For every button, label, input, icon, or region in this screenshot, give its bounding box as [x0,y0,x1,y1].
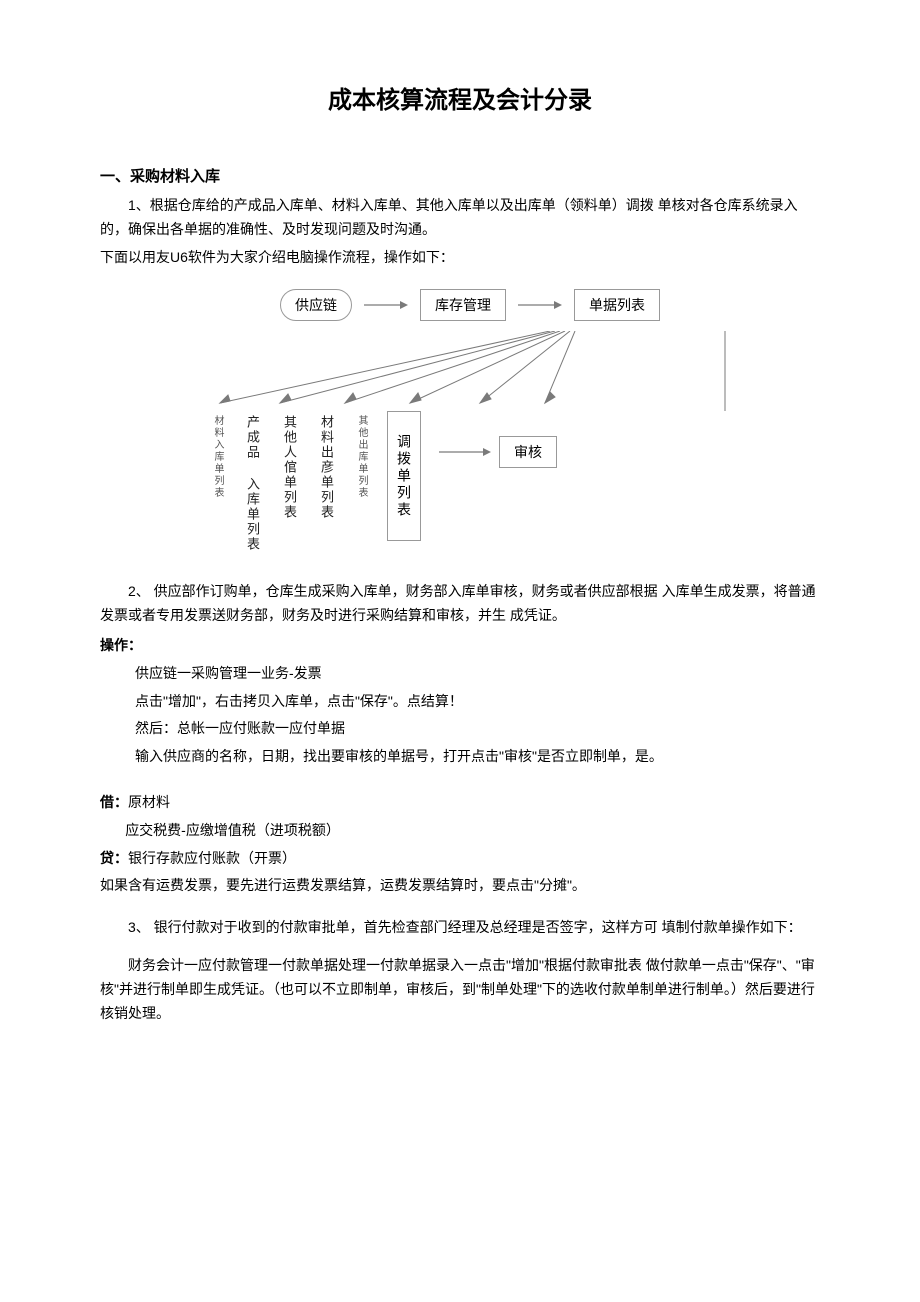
credit-item-1: 银行存款应付账款（开票） [128,850,296,866]
diagram-right-border [180,552,740,562]
op-line-2: 点击"增加"，右击拷贝入库单，点击"保存"。点结算！ [100,690,820,714]
debit-item-1: 原材料 [128,794,170,810]
diagram-top-row: 供应链 库存管理 单据列表 [180,289,740,321]
credit-label: 贷： [100,850,128,866]
op-line-3: 然后：总帐一应付账款一应付单据 [100,717,820,741]
arrow-icon [439,445,491,459]
arrow-icon [364,298,408,312]
leaf-material-in: 材料入库单列表 [210,411,225,551]
credit-line: 贷：银行存款应付账款（开票） [100,847,820,871]
section1-heading: 一、采购材料入库 [100,165,820,186]
node-audit: 审核 [499,436,557,468]
para-1b: 下面以用友U6软件为大家介绍电脑操作流程，操作如下： [100,246,820,270]
para-3b: 财务会计一应付款管理一付款单据处理一付款单据录入一点击"增加"根据付款审批表 做… [100,954,820,1025]
para-2: 2、 供应部作订购单，仓库生成采购入库单，财务部入库单审核，财务或者供应部根据 … [100,580,820,628]
debit-label: 借： [100,794,128,810]
page-title: 成本核算流程及会计分录 [100,80,820,115]
node-doc-list: 单据列表 [574,289,660,321]
op-line-4: 输入供应商的名称，日期，找出要审核的单据号，打开点击"审核"是否立即制单，是。 [100,745,820,769]
op-line-1: 供应链一采购管理一业务-发票 [100,662,820,686]
process-diagram: 供应链 库存管理 单据列表 材料入库单列表 产成品 入库单列表 其他人倌单列表 … [180,289,740,562]
node-inventory-mgmt: 库存管理 [420,289,506,321]
arrow-icon [518,298,562,312]
audit-group: 审核 [439,436,557,468]
para-3: 3、 银行付款对于收到的付款审批单，首先检查部门经理及总经理是否签字，这样方可 … [100,916,820,940]
diagram-fan-arrows [180,331,740,411]
para-1a: 1、根据仓库给的产成品入库单、材料入库单、其他入库单以及出库单（领料单）调拨 单… [100,194,820,242]
leaf-material-out: 材料出彦单列表 [317,411,336,551]
credit-note: 如果含有运费发票，要先进行运费发票结算，运费发票结算时，要点击"分摊"。 [100,874,820,898]
leaf-other-in: 其他人倌单列表 [280,411,299,551]
leaf-product-in: 产成品 入库单列表 [243,411,262,552]
leaf-other-out: 其他出库单列表 [354,411,369,551]
node-supply-chain: 供应链 [280,289,352,321]
debit-item-2: 应交税费-应缴增值税（进项税额） [100,819,820,843]
debit-line: 借：原材料 [100,791,820,815]
operation-label: 操作： [100,634,820,658]
diagram-bottom-row: 材料入库单列表 产成品 入库单列表 其他人倌单列表 材料出彦单列表 其他出库单列… [180,411,740,552]
leaf-transfer: 调拨单列表 [387,411,421,541]
